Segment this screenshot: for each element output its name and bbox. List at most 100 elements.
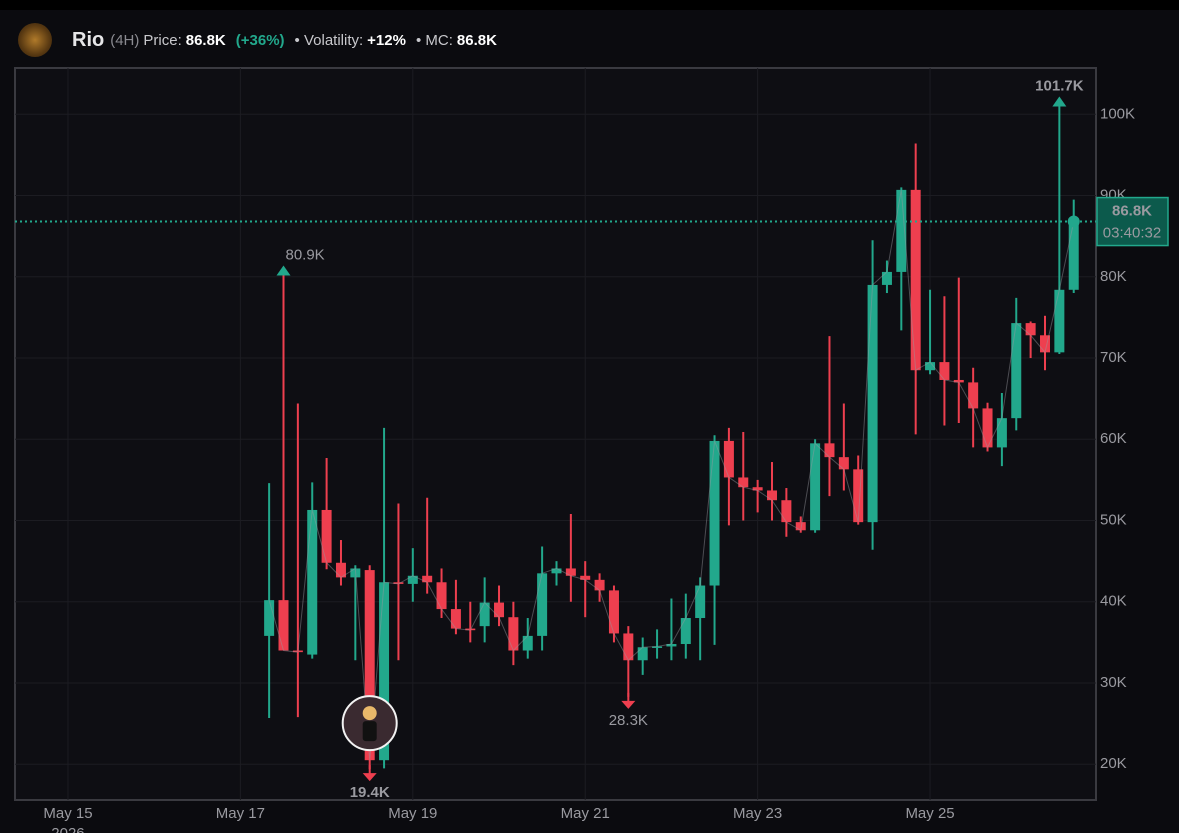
volatility-label: • Volatility: [294, 31, 364, 49]
candle-body [939, 362, 950, 380]
header: Rio (4H) Price: 86.8K (+36%) • Volatilit… [18, 22, 503, 58]
candle-body [925, 362, 936, 371]
volatility: +12% [367, 31, 406, 49]
x-tick-label: May 17 [216, 805, 265, 822]
x-tick-label: May 23 [733, 805, 782, 822]
y-tick-label: 70K [1100, 349, 1127, 366]
x-tick-label: May 21 [561, 805, 610, 822]
y-tick-label: 40K [1100, 593, 1127, 610]
candle-body [795, 522, 806, 531]
candle-body [824, 443, 835, 458]
candle-body [465, 628, 476, 631]
candle-body [335, 562, 346, 578]
candle-body [479, 602, 490, 627]
candle-body [982, 408, 993, 448]
candle-body [666, 644, 677, 647]
y-tick-label: 20K [1100, 755, 1127, 772]
extreme-marker: 28.3K [609, 692, 648, 729]
candle-body [278, 600, 289, 651]
candle-body [608, 590, 619, 634]
y-tick-label: 50K [1100, 511, 1127, 528]
candle-body [781, 500, 792, 523]
candle-body [853, 469, 864, 523]
candle-body [738, 477, 749, 488]
candle-body [637, 647, 648, 661]
arrow-head [362, 773, 377, 782]
market-cap: 86.8K [456, 31, 497, 49]
interval: (4H) [110, 31, 140, 49]
candle-body [1054, 289, 1065, 353]
candle-body [1025, 323, 1036, 336]
close-line [268, 189, 1075, 761]
candle-body [264, 600, 275, 636]
candle-body [565, 568, 576, 576]
candle-body [436, 582, 447, 610]
candle-body [1011, 323, 1022, 419]
candle-body [307, 509, 318, 655]
candle-body [810, 443, 821, 531]
candle-body [594, 579, 605, 591]
price-tag [1096, 196, 1169, 247]
candle-body [723, 440, 734, 478]
candle-body [321, 509, 332, 563]
candle-body [407, 575, 418, 584]
arrow-head [621, 700, 636, 709]
avatar-head [362, 706, 377, 721]
candle-body [422, 575, 433, 583]
candle-body [623, 633, 634, 661]
y-tick-label: 100K [1100, 105, 1135, 122]
price: 86.8K [185, 31, 226, 49]
candle-body [996, 418, 1007, 448]
candle-body [767, 490, 778, 501]
x-tick-label: May 25 [905, 805, 954, 822]
extreme-marker: 101.7K [1035, 77, 1084, 107]
extreme-marker: 80.9K [276, 246, 325, 276]
mc-label: • MC: [415, 31, 453, 49]
candle-body [350, 568, 361, 578]
candle-body [910, 189, 921, 371]
candle-body [522, 635, 533, 651]
candle-body [695, 585, 706, 619]
extreme-label: 80.9K [285, 246, 324, 263]
y-tick-label: 30K [1100, 674, 1127, 691]
candle-body [752, 487, 763, 491]
price-change: (+36%) [235, 31, 285, 49]
candle-body [551, 568, 562, 574]
y-tick-label: 60K [1100, 430, 1127, 447]
candle-body [292, 650, 303, 653]
candle-body [450, 609, 461, 629]
candle-body [1068, 221, 1079, 290]
extreme-label: 19.4K [350, 784, 390, 801]
price-tag-value: 86.8K [1112, 203, 1152, 220]
candle-body [580, 575, 591, 580]
x-year-label: 2026 [51, 825, 84, 833]
x-tick-label: May 19 [388, 805, 437, 822]
extreme-label: 101.7K [1035, 77, 1084, 94]
avatar-body [362, 721, 377, 742]
candle-body [537, 573, 548, 636]
extreme-label: 28.3K [609, 712, 648, 729]
y-tick-label: 80K [1100, 268, 1127, 285]
candle-body [379, 582, 390, 761]
candle-body [881, 271, 892, 285]
arrow-head [276, 265, 291, 276]
trader-avatar [341, 695, 398, 752]
candle-body [896, 189, 907, 272]
price-label: Price: [143, 31, 182, 49]
x-tick-label: May 15 [43, 805, 92, 822]
candle-body [1039, 335, 1050, 353]
candle-body [968, 382, 979, 409]
candle-body [953, 379, 964, 383]
top-bar [0, 0, 1179, 10]
candle-body [393, 582, 404, 584]
candle-body [680, 618, 691, 645]
candle-body [652, 646, 663, 648]
candle-body [838, 457, 849, 470]
candle-body [867, 284, 878, 523]
candle-body [508, 617, 519, 651]
candle-body [709, 440, 720, 586]
last-price-dot [1067, 215, 1080, 228]
candle-body [364, 570, 375, 761]
